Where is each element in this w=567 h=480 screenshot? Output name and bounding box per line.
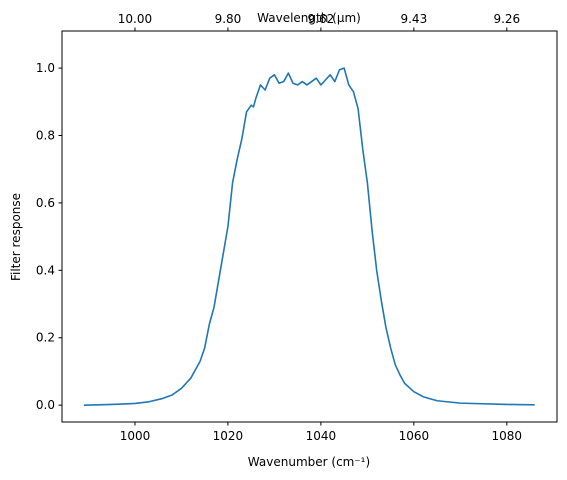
y-axis-label: Filter response xyxy=(9,193,23,281)
x-axis-label: Wavenumber (cm⁻¹) xyxy=(248,455,370,469)
data-line xyxy=(83,67,535,406)
x-tick-label: 1080 xyxy=(492,429,523,443)
x-tick-label: 1000 xyxy=(120,429,151,443)
y-tick-label: 1.0 xyxy=(36,61,55,75)
y-tick-label: 0.8 xyxy=(36,128,55,142)
x-tick-label: 1060 xyxy=(399,429,430,443)
x2-tick-label: 9.26 xyxy=(493,12,520,26)
y-tick-label: 0.6 xyxy=(36,196,55,210)
x2-tick-label: 9.62 xyxy=(308,12,335,26)
y-tick-label: 0.4 xyxy=(36,263,55,277)
x2-tick-label: 9.80 xyxy=(215,12,242,26)
y-tick-label: 0.2 xyxy=(36,331,55,345)
x-tick-label: 1040 xyxy=(306,429,337,443)
y-tick-label: 0.0 xyxy=(36,398,55,412)
x-tick-label: 1020 xyxy=(213,429,244,443)
x2-axis-label: Wavelength (μm) xyxy=(257,11,361,25)
axes-frame xyxy=(61,30,558,423)
x2-tick-label: 10.00 xyxy=(118,12,152,26)
x2-tick-label: 9.43 xyxy=(400,12,427,26)
